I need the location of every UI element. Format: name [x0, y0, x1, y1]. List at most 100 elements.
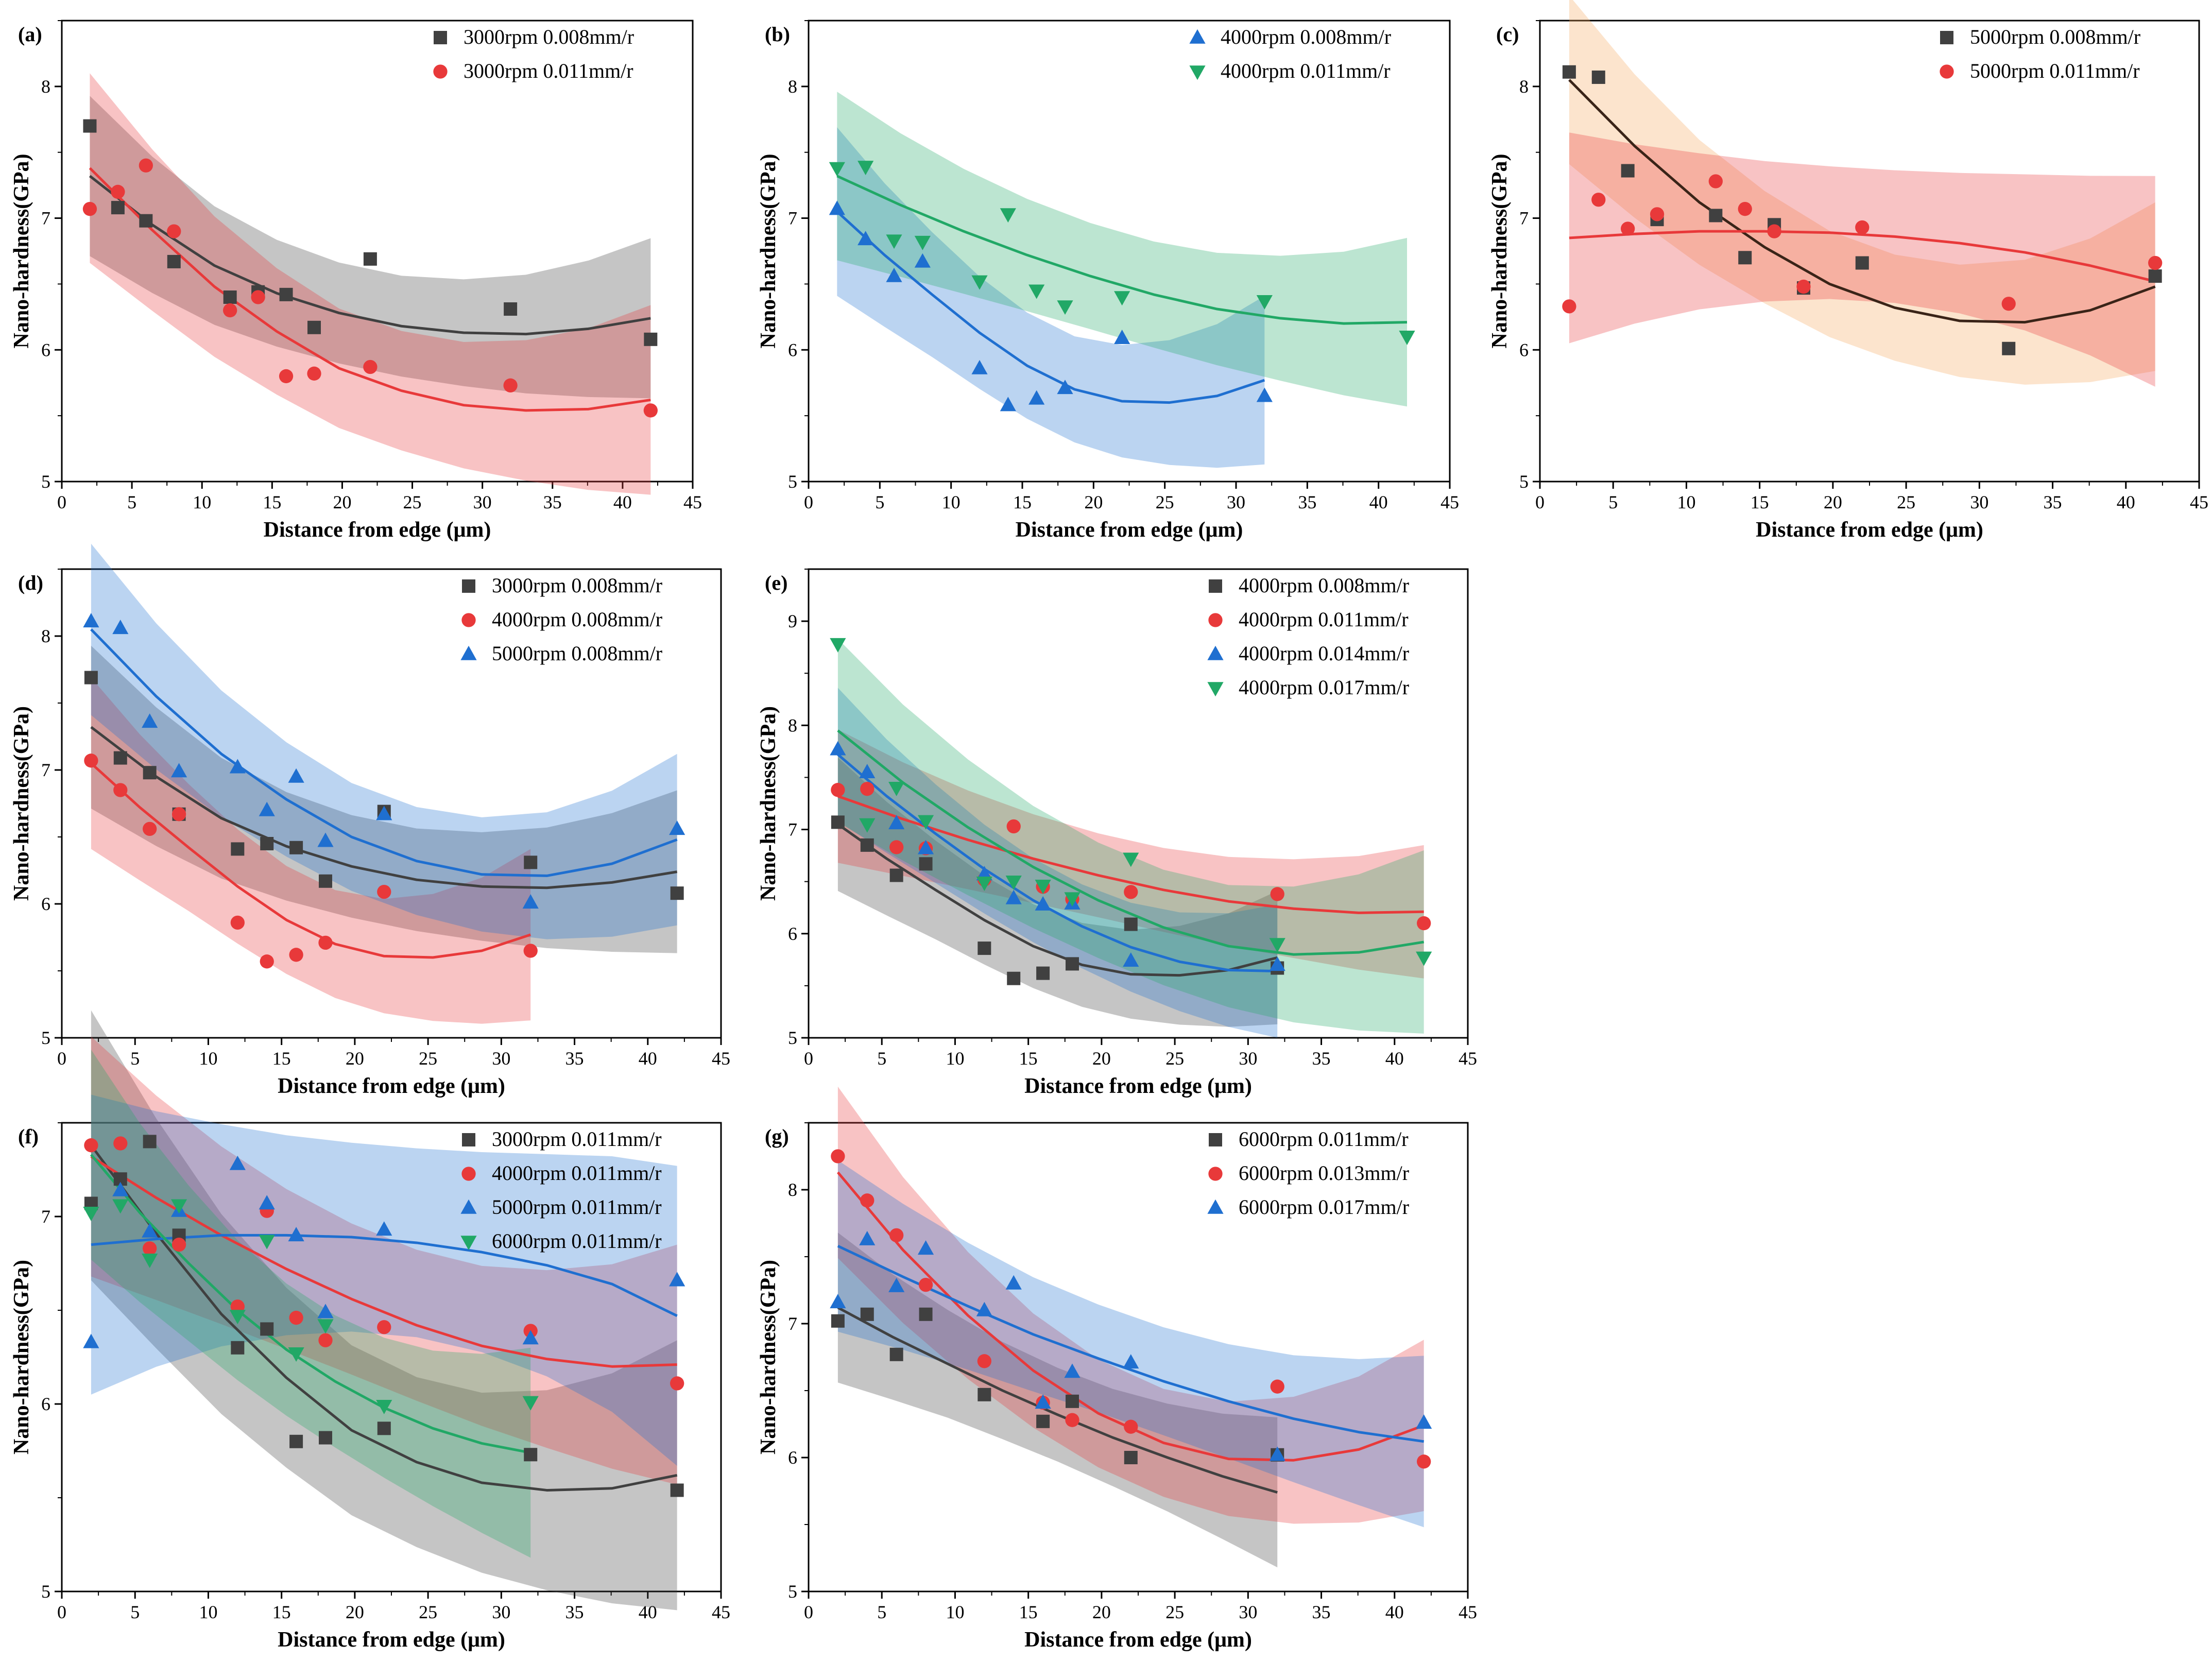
legend-entry: 5000rpm 0.008mm/r — [492, 642, 662, 665]
data-point — [888, 815, 905, 830]
data-point — [223, 290, 237, 304]
data-point — [1000, 208, 1016, 223]
fit-curve — [836, 175, 1408, 325]
data-point — [1057, 300, 1073, 315]
x-tick-label: 20 — [1092, 1602, 1111, 1622]
x-tick-label: 30 — [473, 492, 492, 512]
fit-curve — [837, 795, 1424, 914]
data-point — [259, 1195, 275, 1210]
legend-marker — [460, 645, 477, 660]
legend-marker — [1208, 613, 1223, 627]
fit-curve — [90, 762, 531, 959]
legend-marker — [434, 31, 447, 44]
data-point — [1065, 1413, 1079, 1427]
data-point — [831, 815, 845, 829]
confidence-band — [91, 1094, 677, 1466]
data-point — [1006, 819, 1021, 834]
y-tick-label: 8 — [41, 76, 50, 97]
data-point — [1064, 1363, 1081, 1378]
data-point — [83, 119, 97, 133]
legend-entry: 6000rpm 0.017mm/r — [1239, 1195, 1409, 1219]
x-tick-label: 30 — [1970, 492, 1988, 512]
data-point — [111, 184, 125, 199]
data-point — [142, 713, 158, 728]
y-tick-label: 7 — [788, 1313, 797, 1334]
panel-label: (e) — [765, 571, 787, 594]
x-tick-label: 15 — [1019, 1602, 1038, 1622]
data-point — [1036, 966, 1050, 980]
legend-marker — [462, 579, 475, 593]
data-point — [670, 886, 684, 900]
panel-label: (f) — [18, 1125, 39, 1148]
data-point — [669, 820, 685, 835]
data-point — [1005, 875, 1022, 890]
data-point — [230, 915, 245, 930]
data-point — [670, 1376, 684, 1391]
data-point — [1007, 971, 1021, 985]
data-point — [829, 162, 845, 177]
fit-curve — [837, 823, 1278, 977]
y-tick-label: 5 — [788, 1028, 797, 1048]
fit-curve — [90, 726, 678, 889]
y-tick-label: 5 — [788, 1581, 797, 1602]
data-point — [142, 1223, 158, 1238]
x-axis-title: Distance from edge (μm) — [1024, 1628, 1252, 1652]
data-point — [1621, 164, 1635, 178]
fit-curve — [89, 175, 651, 336]
x-axis-title: Distance from edge (μm) — [1756, 518, 1983, 542]
data-point — [289, 841, 303, 854]
data-point — [84, 1138, 98, 1153]
data-point — [143, 1241, 157, 1256]
data-point — [83, 613, 99, 628]
data-point — [1066, 957, 1079, 971]
data-point — [859, 1230, 876, 1245]
data-point — [889, 840, 904, 854]
legend-marker — [1207, 645, 1224, 660]
data-point — [223, 303, 237, 318]
x-tick-label: 35 — [565, 1602, 584, 1622]
data-point — [363, 252, 377, 266]
confidence-band — [91, 1050, 531, 1558]
y-tick-label: 6 — [788, 1447, 797, 1468]
data-point — [1123, 1354, 1139, 1369]
x-tick-label: 40 — [1385, 1048, 1404, 1069]
y-tick-label: 8 — [41, 626, 50, 646]
y-tick-label: 8 — [1519, 76, 1529, 97]
data-point — [2002, 341, 2016, 355]
data-point — [113, 783, 128, 797]
x-tick-label: 40 — [2117, 492, 2135, 512]
data-point — [977, 1354, 991, 1368]
legend-entry: 4000rpm 0.014mm/r — [1239, 642, 1409, 665]
data-point — [229, 759, 246, 774]
data-point — [172, 807, 186, 821]
data-point — [259, 1235, 275, 1249]
fit-curve — [1569, 230, 2156, 283]
data-point — [1738, 202, 1752, 216]
data-point — [860, 1307, 874, 1321]
data-point — [229, 1310, 246, 1325]
data-point — [1709, 209, 1723, 222]
legend-marker — [433, 64, 448, 79]
x-tick-label: 10 — [946, 1048, 964, 1069]
x-tick-label: 20 — [1092, 1048, 1111, 1069]
data-point — [670, 1483, 684, 1497]
data-point — [1028, 390, 1045, 405]
x-tick-label: 40 — [1369, 492, 1388, 512]
x-tick-label: 30 — [1239, 1602, 1257, 1622]
data-point — [1114, 330, 1130, 344]
data-point — [831, 1314, 845, 1328]
data-point — [888, 1277, 905, 1292]
data-point — [363, 359, 378, 374]
x-tick-label: 25 — [1156, 492, 1174, 512]
data-point — [1036, 1414, 1050, 1428]
x-tick-label: 5 — [875, 492, 884, 512]
y-tick-label: 6 — [41, 894, 50, 914]
x-tick-label: 45 — [712, 1048, 730, 1069]
x-tick-label: 35 — [565, 1048, 584, 1069]
legend-marker — [1189, 65, 1206, 80]
legend-entry: 4000rpm 0.008mm/r — [1239, 574, 1409, 597]
confidence-band — [837, 688, 1278, 1038]
